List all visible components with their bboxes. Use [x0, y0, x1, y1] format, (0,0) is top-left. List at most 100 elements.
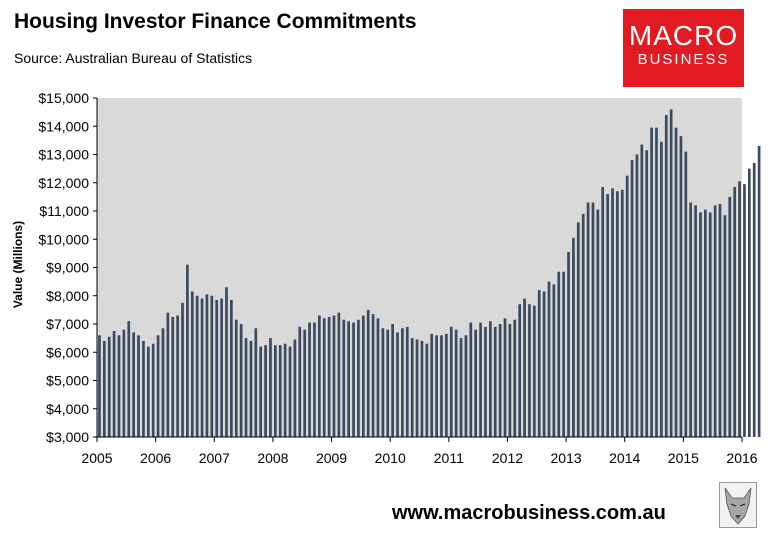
x-tick-label: 2016 [726, 450, 757, 466]
bar [664, 114, 668, 437]
bar [288, 346, 292, 437]
bar [210, 295, 214, 437]
bar [254, 328, 258, 437]
axes-group: $3,000 $4,000 $5,000 $6,000 $7,000 $8,000 $9,0… [38, 90, 757, 466]
y-tick-label: $8,000 [46, 288, 89, 304]
macrobusiness-logo: MACRO BUSINESS [623, 9, 744, 87]
bar [215, 299, 219, 437]
bar [122, 329, 126, 437]
bar [523, 298, 526, 437]
bar [508, 324, 512, 437]
bar [195, 295, 199, 437]
bar [102, 340, 106, 437]
bar [630, 160, 634, 437]
bar [186, 264, 189, 437]
bar [660, 141, 663, 438]
bar [381, 328, 385, 437]
bar [405, 326, 409, 437]
bar [601, 186, 605, 437]
bar [127, 321, 131, 437]
bar [264, 345, 267, 437]
bar [117, 335, 121, 437]
bar [425, 343, 429, 437]
bar [689, 202, 693, 437]
x-tick-label: 2011 [434, 450, 464, 466]
bar [239, 324, 243, 437]
bar [640, 144, 644, 438]
bar [464, 335, 468, 437]
y-tick-label: $5,000 [46, 373, 89, 389]
bar [757, 146, 761, 437]
bar [313, 322, 316, 437]
bar [620, 189, 624, 437]
x-tick-label: 2005 [81, 450, 112, 466]
bar [454, 329, 458, 437]
logo-line-1: MACRO [628, 20, 739, 51]
bar [542, 291, 546, 437]
bar [581, 213, 585, 437]
bar [635, 154, 639, 437]
bar [259, 346, 263, 437]
bar [181, 302, 184, 437]
bar [435, 335, 438, 437]
bars-group [98, 109, 761, 438]
bar [445, 333, 448, 437]
bar [528, 304, 531, 437]
bar [430, 333, 434, 437]
bar [704, 209, 707, 437]
bar [537, 290, 541, 437]
bar [401, 328, 404, 437]
x-tick-label: 2013 [551, 450, 582, 466]
bar [166, 312, 170, 437]
bar [352, 322, 355, 437]
bar [357, 319, 360, 437]
footer-url: www.macrobusiness.com.au [392, 502, 666, 524]
x-tick-label: 2009 [316, 450, 347, 466]
bar [557, 271, 561, 437]
bar [655, 127, 658, 437]
bar [156, 335, 160, 437]
bar [415, 339, 419, 437]
bar [283, 343, 287, 437]
bar [567, 251, 570, 437]
bar [269, 338, 272, 438]
bar [586, 202, 590, 437]
bar [274, 345, 277, 437]
bar [493, 326, 497, 437]
y-tick-label: $4,000 [46, 401, 89, 417]
bar [723, 215, 727, 437]
bar [371, 314, 375, 437]
bar [694, 205, 697, 437]
bar [190, 291, 194, 437]
bar [572, 237, 575, 437]
bar [132, 332, 135, 437]
bar [386, 329, 390, 437]
bar [708, 212, 712, 437]
bar [200, 298, 204, 437]
bar [469, 322, 473, 437]
bar [713, 205, 717, 437]
bar [699, 212, 702, 437]
x-tick-label: 2014 [609, 450, 640, 466]
y-tick-label: $13,000 [38, 147, 89, 163]
bar [532, 305, 536, 437]
y-tick-label: $6,000 [46, 344, 89, 360]
bar [606, 194, 609, 437]
bar [151, 343, 155, 437]
bar [366, 309, 370, 438]
bar [611, 188, 614, 437]
bar [410, 338, 414, 438]
y-tick-label: $11,000 [39, 203, 89, 219]
bar [616, 191, 619, 437]
bar [342, 319, 346, 437]
bar [396, 332, 399, 437]
bar [449, 326, 453, 437]
bar [220, 298, 223, 437]
bar [752, 162, 756, 438]
bar [230, 299, 233, 437]
bar [738, 181, 741, 437]
bar [244, 338, 248, 438]
y-axis-label: Value (Millions) [11, 221, 25, 308]
bar [205, 294, 209, 437]
